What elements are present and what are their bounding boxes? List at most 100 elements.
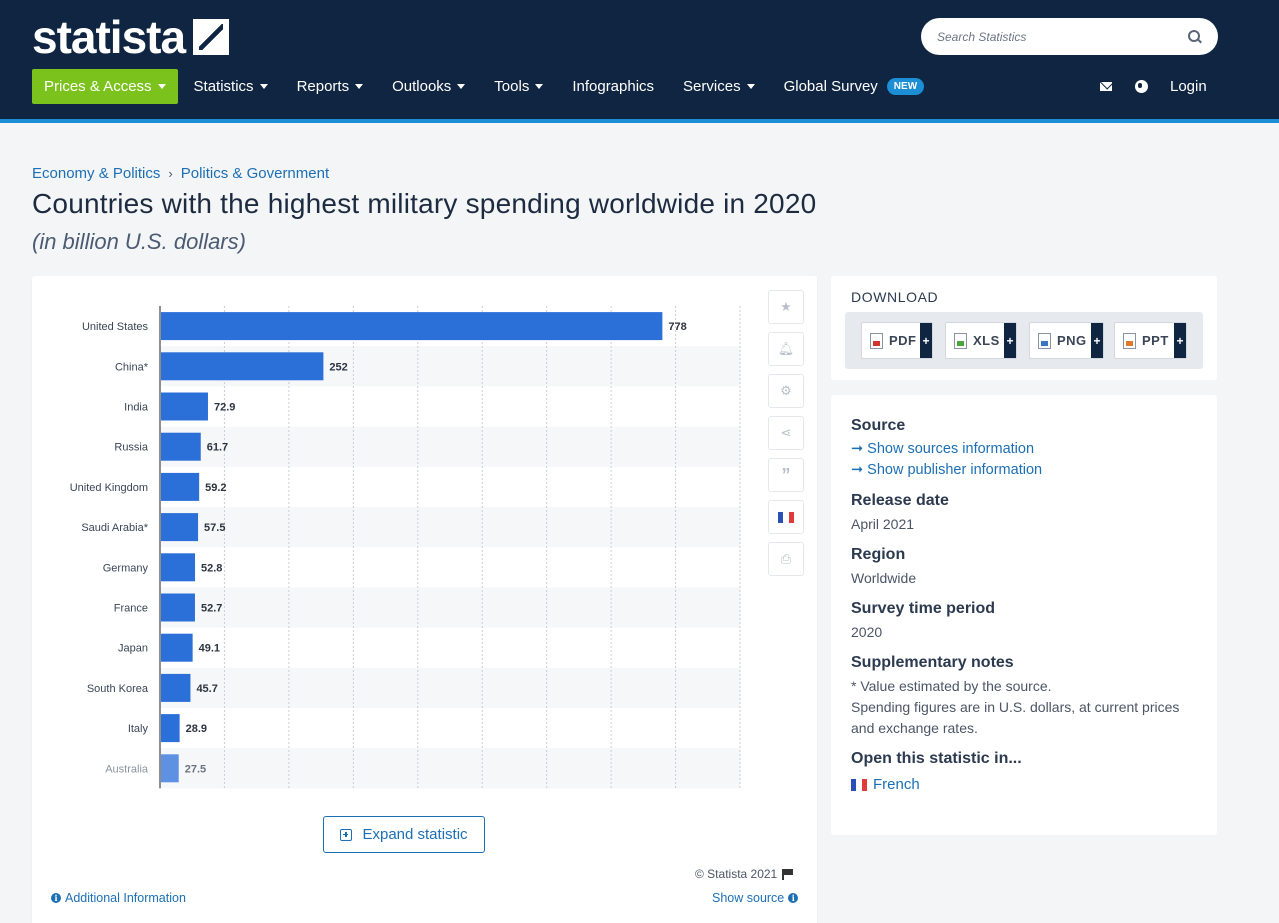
supplementary-note: * Value estimated by the source. [851,678,1052,694]
nav-global-survey[interactable]: Global Survey NEW [784,69,925,104]
category-label: Australia [105,763,149,775]
supplementary-notes-heading: Supplementary notes [851,654,1014,671]
chart-toolbar: ★ 🔔︎ ⚙ ⋖ ” ⎙ [768,290,804,584]
category-label: France [114,603,148,615]
png-file-icon [1038,332,1051,349]
bar-japan [161,633,193,662]
open-language-label: French [873,776,920,793]
nav-prices-access[interactable]: Prices & Access [32,69,178,104]
region-value: Worldwide [851,570,917,586]
report-flag-icon[interactable] [782,869,793,880]
settings-button[interactable]: ⚙ [768,374,804,408]
download-heading: DOWNLOAD [851,289,939,305]
supplementary-note: Spending figures are in U.S. dollars, at… [851,699,1180,736]
chart-card: United States 778 China* 252 India 72.9 Russia… [32,276,817,923]
nav-label: Outlooks [392,78,452,95]
copyright-text: © Statista 2021 [695,867,778,881]
plus-icon: + [920,323,932,358]
caret-down-icon [259,84,268,89]
print-button[interactable]: ⎙ [768,542,804,576]
logo-text: statista [32,11,186,63]
notification-button[interactable]: 🔔︎ [768,332,804,366]
breadcrumb-economy-politics[interactable]: Economy & Politics [32,165,161,182]
nav-services[interactable]: Services [683,69,755,104]
category-label: South Korea [87,683,149,695]
show-sources-link[interactable]: ➞ Show sources information [851,441,1035,457]
main-nav: Prices & Access Statistics Reports Outlo… [32,69,953,104]
category-label: India [124,402,149,414]
category-label: Russia [114,442,149,454]
download-ppt-button[interactable]: PPT + [1114,322,1187,359]
statista-logo[interactable]: statista [32,11,230,63]
data-label: 59.2 [205,482,226,494]
download-png-button[interactable]: PNG + [1029,322,1104,359]
region-heading: Region [851,546,906,563]
data-label: 52.8 [201,562,222,574]
data-label: 252 [329,361,347,373]
nav-label: Infographics [572,78,655,95]
download-tray: PDF + XLS + PNG + PPT + [845,312,1203,369]
category-label: China* [115,361,149,373]
info-icon: i [51,893,61,903]
breadcrumb-politics-government[interactable]: Politics & Government [180,165,330,182]
open-in-french-link[interactable]: French [851,776,1197,793]
quote-icon: ” [781,464,791,485]
download-xls-button[interactable]: XLS + [945,322,1017,359]
nav-outlooks[interactable]: Outlooks [392,69,466,104]
xls-file-icon [954,332,967,349]
expand-label: Expand statistic [362,826,468,843]
star-icon: ★ [780,299,792,314]
cite-button[interactable]: ” [768,458,804,492]
download-format-label: PPT [1142,333,1169,348]
new-badge: NEW [886,78,925,95]
caret-down-icon [157,84,166,89]
mail-icon[interactable] [1100,82,1112,91]
nav-label: Prices & Access [44,78,152,95]
bar-saudi-arabia [161,513,199,542]
plus-square-icon [340,828,353,841]
share-button[interactable]: ⋖ [768,416,804,450]
search-input[interactable] [937,29,1188,44]
category-label: United States [82,321,149,333]
show-publisher-link[interactable]: ➞ Show publisher information [851,462,1043,478]
row-band [160,587,740,628]
expand-statistic-button[interactable]: Expand statistic [323,816,485,853]
show-source-link[interactable]: Show source i [712,891,799,905]
french-version-button[interactable] [768,500,804,534]
globe-icon[interactable] [1135,80,1148,93]
bar-chart[interactable]: United States 778 China* 252 India 72.9 Russia… [32,276,817,806]
additional-information-link[interactable]: i Additional Information [51,891,186,905]
header-accent-line [0,119,1279,123]
nav-label: Services [683,78,741,95]
nav-tools[interactable]: Tools [494,69,544,104]
nav-infographics[interactable]: Infographics [572,69,654,104]
login-link[interactable]: Login [1170,78,1207,95]
bar-india [161,392,208,421]
data-label: 72.9 [214,402,235,414]
bar-australia [161,754,179,783]
bar-united-states [161,312,663,341]
plus-icon: + [1004,323,1016,358]
print-icon: ⎙ [780,551,792,566]
download-pdf-button[interactable]: PDF + [861,322,933,359]
statistic-details-card: Source ➞ Show sources information ➞ Show… [831,395,1217,835]
category-label: Germany [103,562,149,574]
bar-russia [161,432,201,461]
download-format-label: PNG [1057,333,1087,348]
search-box[interactable] [921,18,1218,55]
favorite-button[interactable]: ★ [768,290,804,324]
release-date-heading: Release date [851,492,949,509]
category-label: Japan [118,643,148,655]
data-label: 49.1 [199,643,220,655]
survey-period-heading: Survey time period [851,600,996,617]
download-format-label: XLS [973,333,1000,348]
bar-china [161,352,324,381]
data-label: 57.5 [204,522,225,534]
nav-reports[interactable]: Reports [297,69,364,104]
search-icon[interactable] [1188,29,1202,44]
open-in-heading: Open this statistic in... [851,750,1022,767]
bell-icon: 🔔︎ [777,341,795,356]
nav-statistics[interactable]: Statistics [194,69,268,104]
caret-down-icon [746,84,755,89]
data-label: 45.7 [196,683,217,695]
